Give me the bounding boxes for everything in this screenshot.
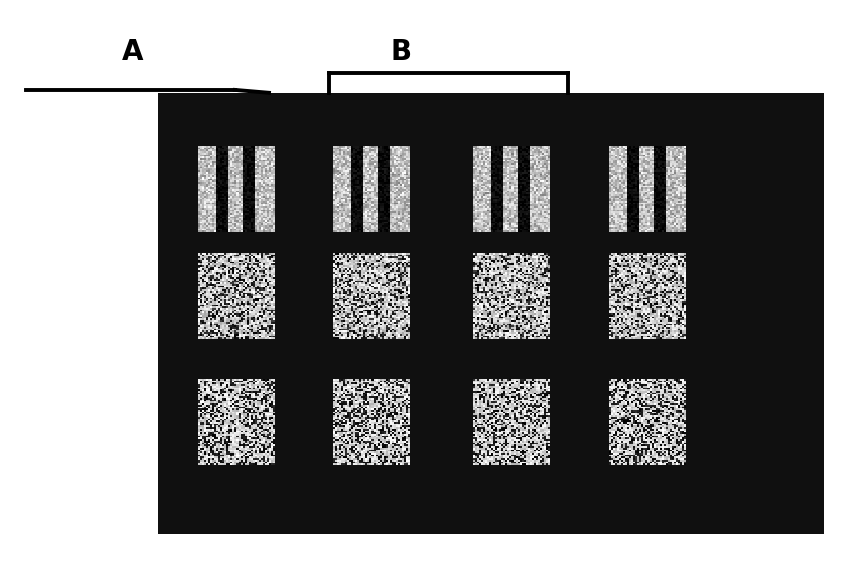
Text: A: A	[121, 38, 143, 66]
Text: B: B	[391, 38, 411, 66]
Bar	[158, 93, 823, 534]
